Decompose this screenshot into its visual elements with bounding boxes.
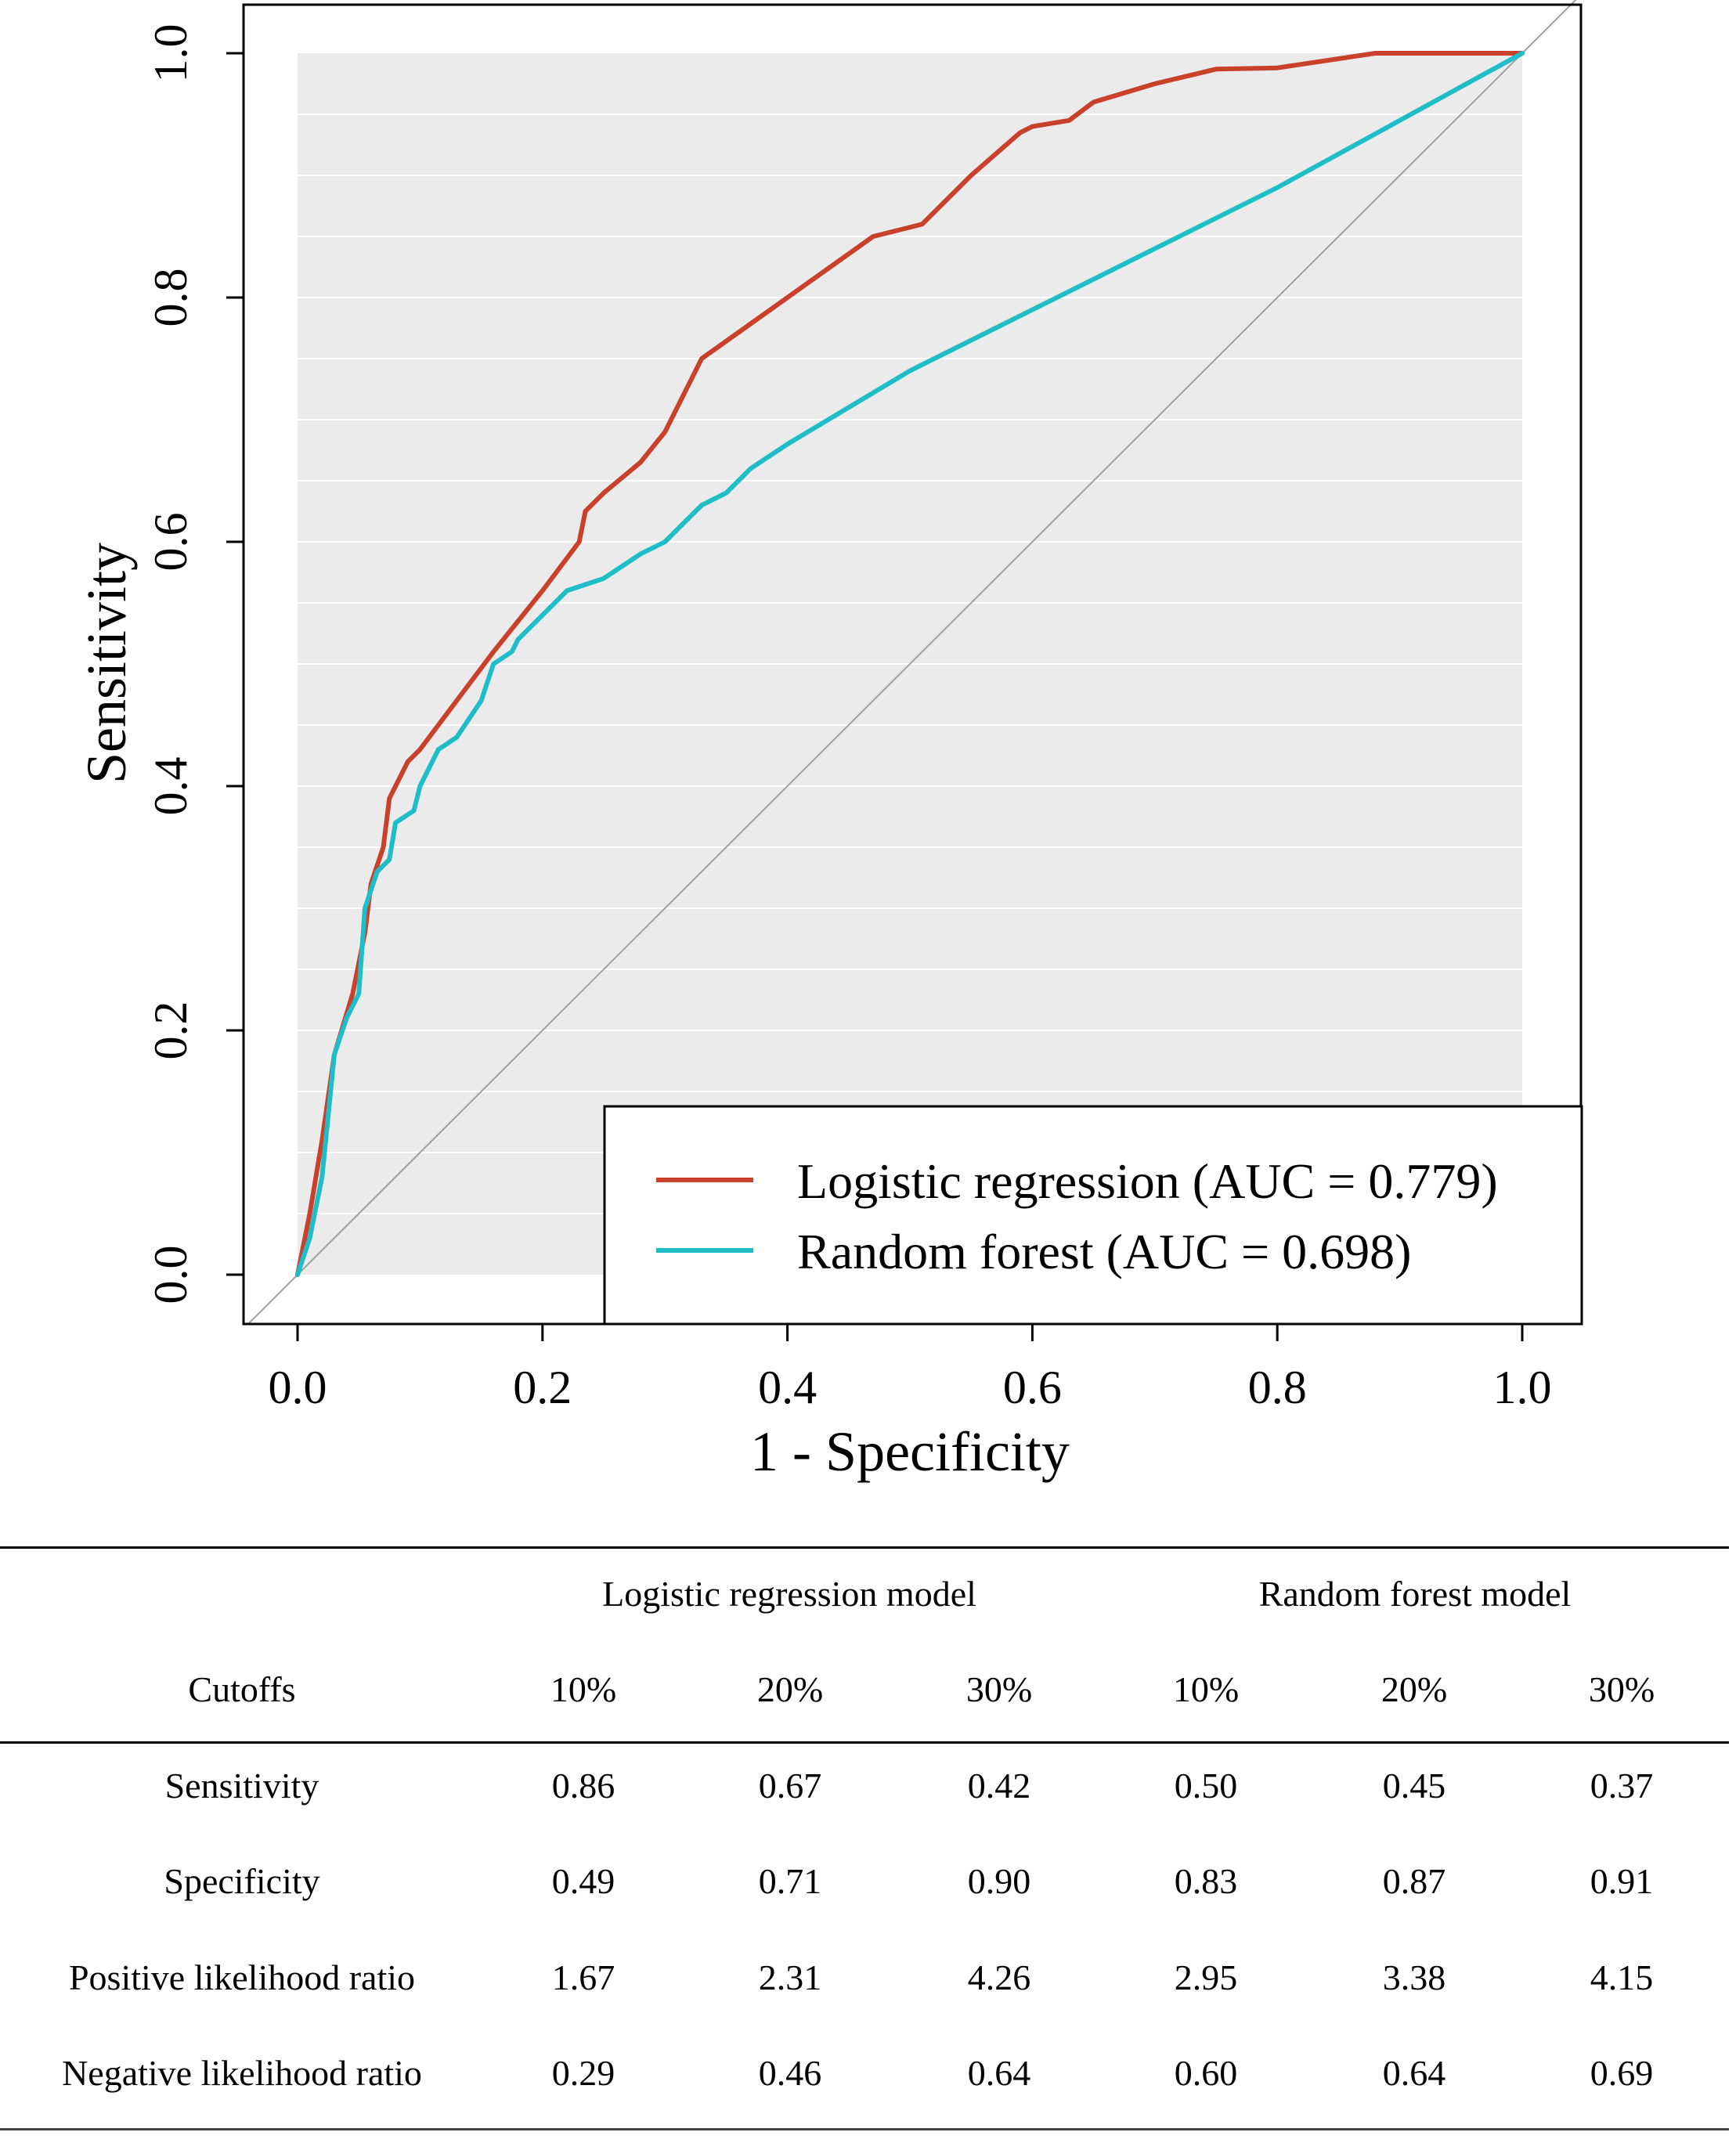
y-axis: 0.0 0.2 0.4 0.6 0.8 1.0 [145, 24, 244, 1304]
legend-label-logistic-regression: Logistic regression (AUC = 0.779) [797, 1153, 1498, 1209]
y-tick-label: 0.6 [145, 513, 197, 572]
cutoffs-label: Cutoffs [188, 1669, 296, 1709]
table-cell: 1.67 [551, 1957, 615, 1997]
group-header-random-forest: Random forest model [1258, 1574, 1572, 1614]
table-cell: 0.50 [1174, 1766, 1238, 1806]
cutoff-lr-30: 30% [965, 1669, 1033, 1709]
table-cell: 0.90 [967, 1861, 1031, 1901]
roc-chart: 0.0 0.2 0.4 0.6 0.8 1.0 0.0 0.2 0.4 0.6 0.8 1.0 1 … [75, 0, 1583, 1483]
table-cell: 0.64 [1382, 2053, 1446, 2093]
series-layer [295, 51, 1525, 1277]
table-cell: 4.26 [967, 1957, 1031, 1997]
y-tick-label: 0.2 [145, 1001, 197, 1060]
x-tick-label: 0.2 [513, 1362, 572, 1413]
series-line-random-forest [295, 51, 1525, 1277]
cutoff-rf-30: 30% [1588, 1669, 1655, 1709]
table-cell: 0.49 [551, 1861, 615, 1901]
table-cell: 0.45 [1382, 1766, 1446, 1806]
group-header-logistic-regression: Logistic regression model [602, 1574, 976, 1614]
table-cell: 0.60 [1174, 2053, 1238, 2093]
table-cell: 0.42 [967, 1766, 1031, 1806]
table-cell: 0.67 [758, 1766, 822, 1806]
series-line-logistic-regression [295, 51, 1525, 1277]
cutoff-lr-10: 10% [550, 1669, 617, 1709]
cutoff-rf-20: 20% [1380, 1669, 1448, 1709]
table-cell: 4.15 [1590, 1957, 1654, 1997]
table-cell: 2.95 [1174, 1957, 1238, 1997]
y-tick-label: 0.0 [145, 1246, 197, 1304]
table-cell: 0.83 [1174, 1861, 1238, 1901]
y-tick-label: 0.4 [145, 757, 197, 816]
x-tick-label: 0.6 [1003, 1362, 1062, 1413]
y-tick-label: 0.8 [145, 269, 197, 327]
x-axis-label: 1 - Specificity [750, 1420, 1070, 1483]
table-cell: 0.69 [1590, 2053, 1654, 2093]
table-cell: 0.86 [551, 1766, 615, 1806]
table-cell: 0.71 [758, 1861, 822, 1901]
cutoff-table: Logistic regression model Random forest … [0, 1542, 1736, 2138]
legend: Logistic regression (AUC = 0.779) Random… [603, 1105, 1583, 1326]
row-label-specificity: Specificity [164, 1861, 320, 1901]
x-tick-label: 0.0 [269, 1362, 327, 1413]
x-axis: 0.0 0.2 0.4 0.6 0.8 1.0 [269, 1324, 1552, 1413]
table-cell: 0.91 [1590, 1861, 1654, 1901]
x-tick-label: 1.0 [1493, 1362, 1552, 1413]
legend-label-random-forest: Random forest (AUC = 0.698) [797, 1224, 1411, 1279]
table-cell: 0.64 [967, 2053, 1031, 2093]
row-label-sensitivity: Sensitivity [164, 1766, 319, 1806]
row-label-positive-likelihood-ratio: Positive likelihood ratio [68, 1957, 416, 1997]
table-cell: 0.29 [551, 2053, 615, 2093]
table-top-rule [0, 1546, 1729, 1549]
table-cell: 0.87 [1382, 1861, 1446, 1901]
cutoff-lr-20: 20% [756, 1669, 824, 1709]
x-tick-label: 0.4 [758, 1362, 817, 1413]
y-axis-label: Sensitivity [75, 543, 138, 784]
legend-box [603, 1105, 1583, 1326]
row-label-negative-likelihood-ratio: Negative likelihood ratio [62, 2053, 422, 2093]
table-header-rule [0, 1741, 1729, 1744]
diagonal-reference-line [247, 0, 1577, 1325]
x-tick-label: 0.8 [1248, 1362, 1307, 1413]
table-cell: 3.38 [1382, 1957, 1446, 1997]
table-cell: 2.31 [758, 1957, 822, 1997]
table-cell: 0.46 [758, 2053, 822, 2093]
table-bottom-rule [0, 2128, 1729, 2130]
table-cell: 0.37 [1590, 1766, 1654, 1806]
cutoff-rf-10: 10% [1172, 1669, 1240, 1709]
y-tick-label: 1.0 [145, 24, 197, 83]
